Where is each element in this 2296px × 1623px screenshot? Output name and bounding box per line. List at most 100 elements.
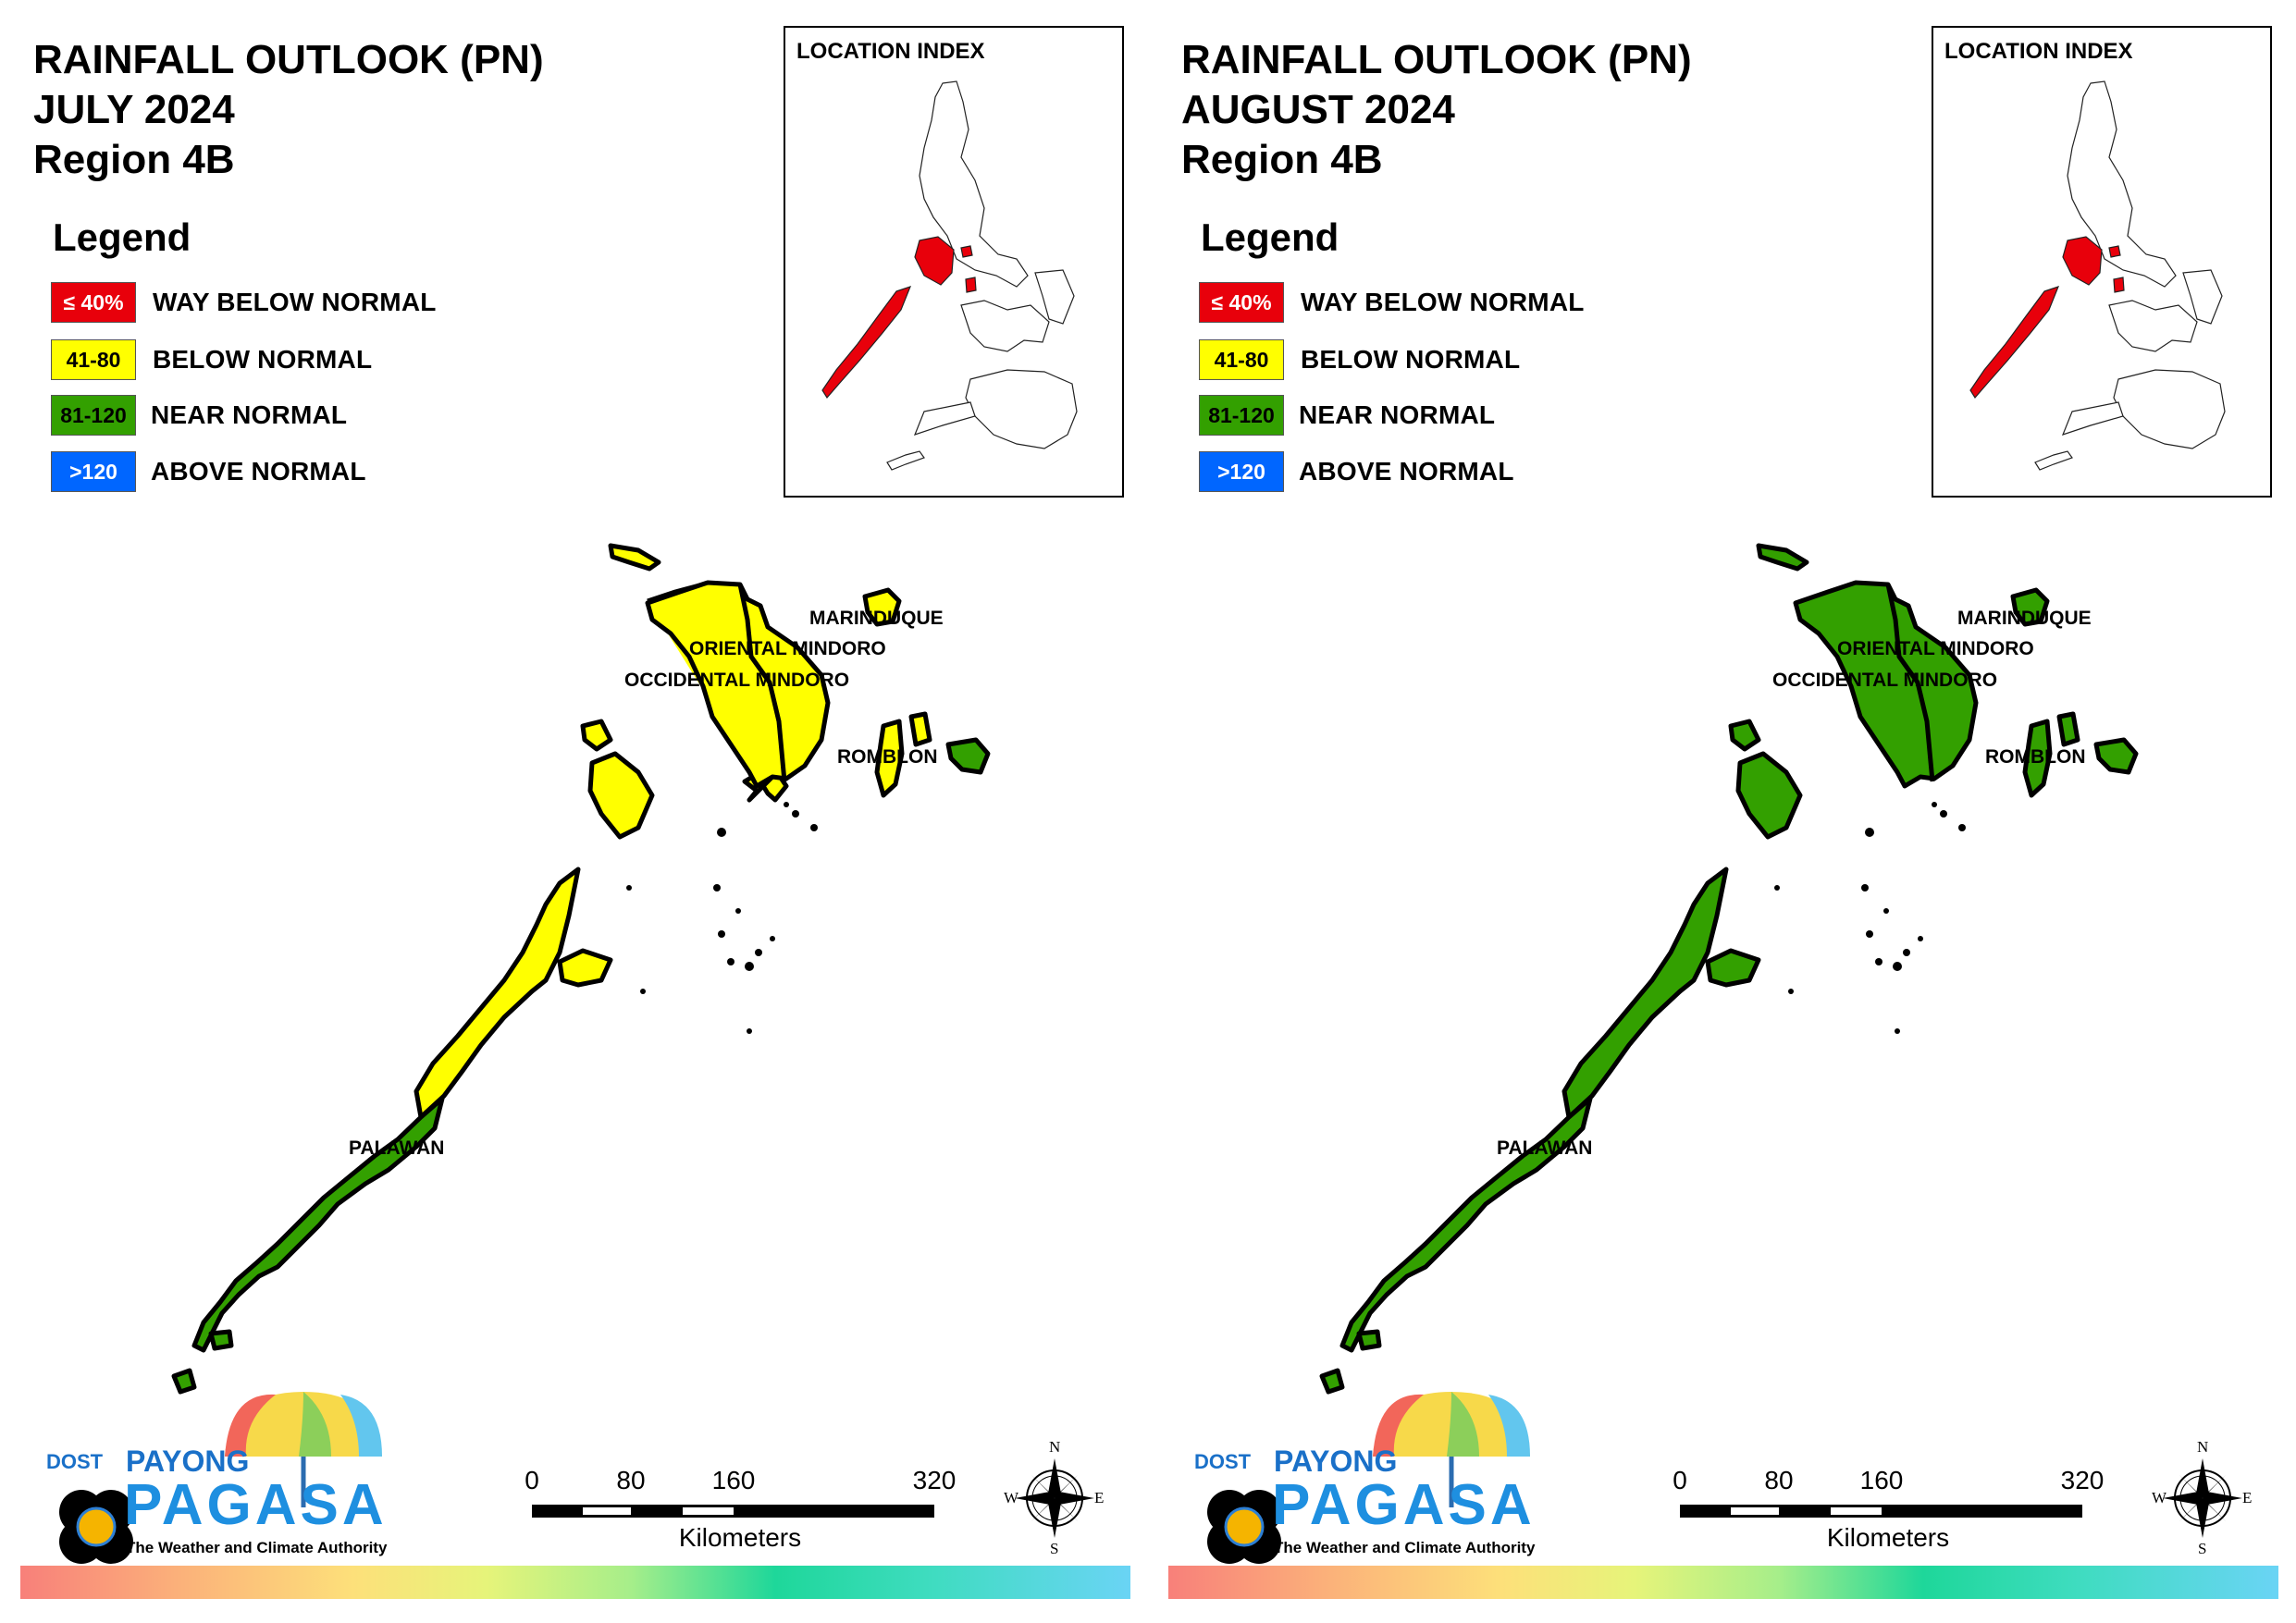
legend-item-above-normal: >120 ABOVE NORMAL — [1199, 451, 1661, 494]
scale-tick: 160 — [1859, 1466, 1904, 1494]
calamian-islands — [587, 751, 655, 840]
sulu-islands — [2034, 450, 2073, 471]
islet — [755, 949, 762, 956]
compass-e: E — [1094, 1489, 1105, 1506]
islet — [1774, 885, 1780, 891]
legend-label: WAY BELOW NORMAL — [1301, 288, 1585, 316]
legend-label: ABOVE NORMAL — [1299, 457, 1514, 486]
islet — [1895, 1028, 1900, 1034]
mindanao-shape — [2113, 369, 2226, 449]
romblon-highlight — [965, 277, 977, 293]
islet — [1918, 936, 1923, 941]
islet — [1958, 824, 1966, 831]
mindoro-highlight — [2062, 236, 2103, 286]
logo-payong: PAYONG — [126, 1445, 250, 1478]
legend-item-below-normal: 41-80 BELOW NORMAL — [51, 339, 513, 382]
islet — [810, 824, 818, 831]
mindanao-shape — [965, 369, 1078, 449]
palawan-south — [1339, 1096, 1593, 1353]
label-marinduque: MARINDUQUE — [809, 608, 944, 629]
location-index-map: LOCATION INDEX — [1932, 26, 2272, 498]
palawan-north — [1562, 867, 1729, 1120]
scale-bar: 0 80 160 320 Kilometers — [1666, 1457, 2110, 1558]
north-arrow: N S W E — [1004, 1438, 1105, 1558]
location-index-map: LOCATION INDEX — [784, 26, 1124, 498]
scale-bar-graphic — [532, 1505, 934, 1518]
palawan-northeast — [557, 948, 613, 988]
romblon-highlight — [2113, 277, 2125, 293]
title-region: Region 4B — [1181, 137, 1383, 182]
compass-n: N — [2197, 1438, 2209, 1456]
islet — [747, 1028, 752, 1034]
marinduque-highlight — [960, 245, 973, 258]
payong-pagasa-logo: DOST PAYONG PAGASA The Weather and Clima… — [35, 1387, 387, 1568]
zamboanga-shape — [2061, 401, 2124, 436]
legend-item-below-normal: 41-80 BELOW NORMAL — [1199, 339, 1661, 382]
mindoro-island — [1793, 580, 1979, 789]
oriental-occidental-boundary — [737, 584, 787, 782]
oriental-occidental-boundary — [1885, 584, 1935, 782]
lubang-island — [1756, 543, 1809, 572]
region-4b-map: MARINDUQUE ORIENTAL MINDORO OCCIDENTAL M… — [1319, 543, 2139, 1395]
scale-tick: 160 — [711, 1466, 756, 1494]
location-index-title: LOCATION INDEX — [796, 39, 985, 64]
label-oriental-mindoro: ORIENTAL MINDORO — [1837, 638, 2034, 659]
compass-s: S — [1050, 1540, 1059, 1557]
legend-item-near-normal: 81-120 NEAR NORMAL — [1199, 395, 1661, 437]
legend-swatch: 41-80 — [1199, 339, 1284, 380]
palawan-highlight — [1969, 286, 2060, 400]
islet — [1788, 989, 1794, 994]
scale-tick: 0 — [525, 1466, 539, 1494]
legend-item-way-below-normal: ≤ 40% WAY BELOW NORMAL — [51, 282, 513, 325]
islet — [745, 962, 754, 971]
islet — [718, 930, 725, 938]
islet — [1865, 828, 1874, 837]
romblon-small — [2056, 711, 2080, 747]
logo-tagline: The Weather and Climate Authority — [1274, 1539, 1536, 1556]
islet — [770, 936, 775, 941]
samar-shape — [1034, 269, 1075, 325]
scale-unit: Kilometers — [678, 1523, 802, 1552]
legend-swatch: >120 — [1199, 451, 1284, 492]
romblon-shape — [874, 719, 905, 798]
region-4b-map: MARINDUQUE ORIENTAL MINDORO OCCIDENTAL M… — [171, 543, 991, 1395]
scale-tick: 80 — [616, 1466, 646, 1494]
scale-tick: 320 — [912, 1466, 957, 1494]
logo-pagasa: PAGASA — [1272, 1473, 1536, 1537]
legend-label: BELOW NORMAL — [153, 345, 373, 374]
islet — [626, 885, 632, 891]
payong-pagasa-logo: DOST PAYONG PAGASA The Weather and Clima… — [1183, 1387, 1535, 1568]
islet — [1861, 884, 1869, 891]
sibuyan-shape — [2093, 737, 2139, 775]
compass-s: S — [2198, 1540, 2207, 1557]
legend-item-way-below-normal: ≤ 40% WAY BELOW NORMAL — [1199, 282, 1661, 325]
legend-label: WAY BELOW NORMAL — [153, 288, 437, 316]
legend-label: NEAR NORMAL — [151, 400, 348, 429]
outlook-panel-august: RAINFALL OUTLOOK (PN) AUGUST 2024 Region… — [1148, 0, 2296, 1623]
title-region: Region 4B — [33, 137, 235, 182]
marinduque-shape — [2010, 587, 2050, 627]
busuanga-shape — [1728, 719, 1761, 752]
visayas-shape — [2108, 300, 2198, 352]
label-occidental-mindoro: OCCIDENTAL MINDORO — [1772, 670, 1997, 691]
title-line1: RAINFALL OUTLOOK (PN) — [1181, 37, 1692, 82]
islet — [1903, 949, 1910, 956]
label-palawan: PALAWAN — [1497, 1137, 1592, 1159]
legend-label: ABOVE NORMAL — [151, 457, 366, 486]
legend-swatch: >120 — [51, 451, 136, 492]
islet — [727, 958, 734, 965]
scale-tick: 0 — [1673, 1466, 1687, 1494]
balabac-shape — [1319, 1368, 1345, 1395]
scale-tick: 320 — [2060, 1466, 2105, 1494]
compass-rose-icon — [2163, 1458, 2242, 1538]
logo-tagline: The Weather and Climate Authority — [126, 1539, 388, 1556]
sibuyan-shape — [945, 737, 991, 775]
label-marinduque: MARINDUQUE — [1957, 608, 2092, 629]
legend-label: BELOW NORMAL — [1301, 345, 1521, 374]
islet — [1940, 810, 1947, 818]
busuanga-shape — [580, 719, 613, 752]
logo-dost: DOST — [46, 1450, 104, 1473]
scale-unit: Kilometers — [1826, 1523, 1950, 1552]
map-title: RAINFALL OUTLOOK (PN) JULY 2024 Region 4… — [33, 35, 544, 185]
islet — [792, 810, 799, 818]
